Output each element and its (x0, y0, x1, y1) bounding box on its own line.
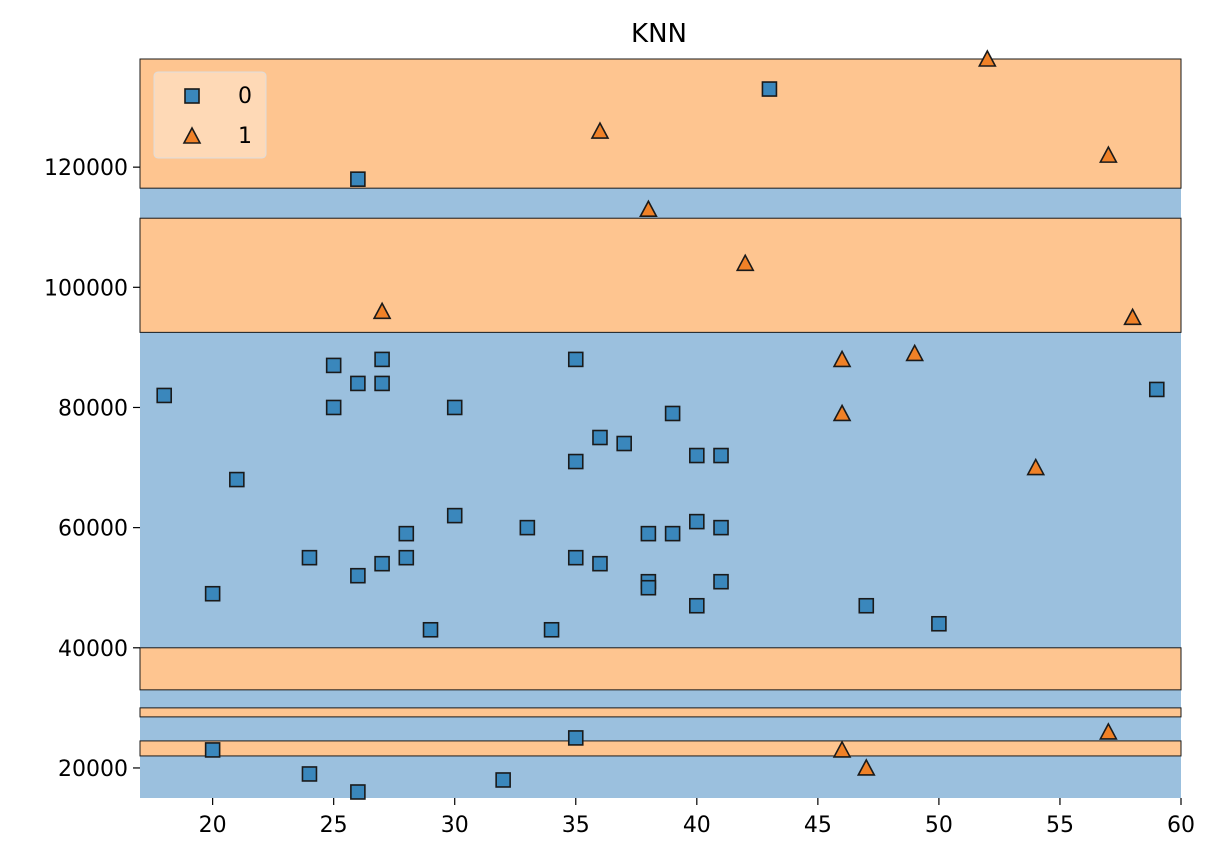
x-tick-label: 60 (1167, 813, 1195, 838)
point-class-0 (446, 399, 463, 416)
point-class-0 (858, 597, 875, 614)
point-class-0 (567, 549, 584, 566)
point-class-0 (301, 549, 318, 566)
point-class-0 (592, 429, 608, 446)
point-class-1 (832, 403, 852, 422)
y-tick-label: 80000 (58, 396, 128, 421)
point-class-0 (495, 772, 511, 788)
point-class-0 (374, 375, 390, 392)
point-class-1 (735, 253, 755, 272)
point-class-0 (398, 549, 415, 566)
point-class-0 (1148, 381, 1165, 398)
point-class-0 (592, 555, 608, 572)
point-class-0 (204, 585, 221, 602)
point-class-0 (713, 447, 729, 464)
point-class-0 (350, 567, 366, 584)
point-class-0 (567, 730, 584, 746)
legend-marker-0 (184, 88, 200, 104)
point-class-0 (640, 579, 657, 596)
point-class-0 (761, 81, 778, 97)
point-class-1 (1026, 457, 1046, 476)
point-class-0 (350, 171, 366, 187)
chart-title: KNN (631, 19, 687, 49)
point-class-0 (713, 519, 729, 536)
legend-label: 1 (238, 124, 252, 149)
point-class-0 (374, 555, 390, 572)
point-class-1 (977, 49, 997, 67)
point-class-0 (156, 387, 173, 404)
legend-label: 0 (238, 84, 252, 109)
point-class-0 (350, 375, 366, 392)
point-class-1 (590, 121, 610, 139)
point-class-0 (931, 615, 947, 632)
point-class-0 (616, 435, 632, 452)
x-tick-label: 50 (925, 813, 953, 838)
y-tick-label: 60000 (58, 517, 128, 542)
point-class-0 (301, 766, 318, 782)
point-class-0 (689, 597, 705, 614)
point-class-1 (639, 199, 658, 218)
point-class-1 (856, 758, 876, 776)
point-class-1 (905, 343, 925, 362)
region-class-1-band (139, 58, 1182, 189)
point-class-0 (446, 507, 463, 524)
x-tick-label: 40 (683, 813, 711, 838)
x-tick-label: 55 (1046, 813, 1074, 838)
x-tick-label: 35 (562, 813, 590, 838)
point-class-0 (664, 525, 681, 542)
region-class-1-band (139, 740, 1182, 757)
y-tick-label: 100000 (44, 276, 128, 301)
y-tick-label: 40000 (58, 637, 128, 662)
point-class-0 (350, 784, 366, 800)
point-class-0 (664, 405, 681, 422)
point-class-0 (567, 351, 584, 368)
y-tick-label: 20000 (58, 757, 128, 782)
point-class-0 (640, 525, 657, 542)
point-class-1 (372, 301, 392, 320)
point-class-0 (374, 351, 390, 368)
x-tick-label: 30 (441, 813, 469, 838)
point-class-0 (713, 573, 729, 590)
x-tick-label: 20 (199, 813, 227, 838)
point-class-0 (325, 357, 342, 374)
point-class-0 (567, 453, 584, 470)
point-class-0 (543, 621, 560, 638)
legend-box (153, 71, 267, 159)
point-class-0 (689, 447, 705, 464)
region-class-1-band (139, 707, 1182, 718)
point-class-1 (1123, 307, 1142, 326)
legend: 01 (153, 71, 267, 159)
y-tick-label: 120000 (44, 156, 128, 181)
point-class-0 (325, 399, 342, 416)
data-points (156, 49, 1165, 800)
point-class-0 (422, 621, 439, 638)
region-class-1-band (139, 647, 1182, 691)
point-class-0 (398, 525, 415, 542)
legend-marker-1 (182, 126, 202, 144)
point-class-1 (1099, 145, 1118, 163)
point-class-1 (832, 740, 852, 758)
x-tick-label: 25 (320, 813, 348, 838)
point-class-0 (689, 513, 705, 530)
point-class-0 (229, 471, 245, 488)
decision-regions (139, 58, 1182, 798)
x-tick-label: 45 (804, 813, 832, 838)
point-class-0 (204, 742, 221, 758)
point-class-0 (519, 519, 536, 536)
y-axis-ticks: 20000 40000 60000 80000 100000 120000 (44, 156, 140, 782)
x-axis-ticks: 20 25 30 35 40 45 50 55 60 (199, 798, 1195, 838)
point-class-1 (1099, 722, 1118, 740)
point-class-1 (832, 349, 852, 368)
region-class-1-band (139, 217, 1182, 333)
